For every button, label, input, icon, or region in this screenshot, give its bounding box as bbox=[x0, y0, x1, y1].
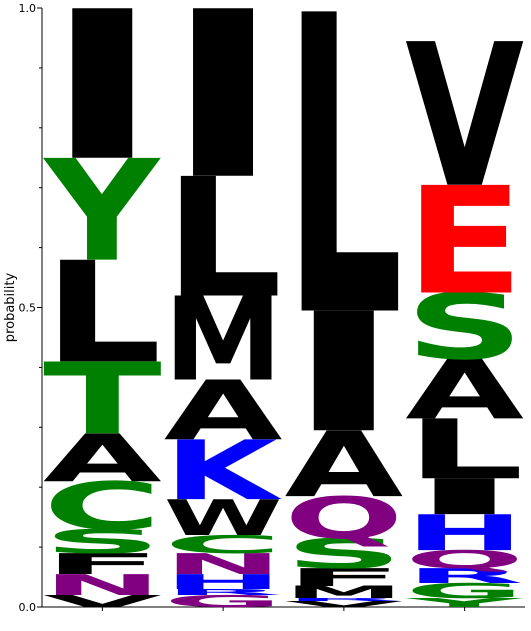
logo-letter-l: L bbox=[285, 0, 404, 408]
logo-letter-q: Q bbox=[405, 545, 524, 574]
logo-letter-w: W bbox=[164, 489, 283, 547]
logo-letter-e: E bbox=[405, 156, 524, 328]
logo-letter-c: C bbox=[43, 469, 162, 546]
logo-letter-r: R bbox=[285, 597, 404, 602]
logo-letter-a: A bbox=[405, 343, 524, 438]
logo-letter-h: H bbox=[405, 505, 524, 562]
logo-letter-n: N bbox=[164, 548, 283, 581]
y-tick-label: 0.5 bbox=[19, 302, 37, 315]
logo-letter-c: C bbox=[164, 531, 283, 560]
logo-letter-r: R bbox=[405, 564, 524, 588]
logo-letter-i: I bbox=[43, 0, 162, 207]
logo-letter-i: I bbox=[405, 468, 524, 525]
y-tick-label: 1.0 bbox=[19, 2, 37, 15]
logo-letter-q: Q bbox=[285, 485, 404, 552]
glyph-layer: VNFSCATLYIGRHNCWKAMLIVRMFSQAILYGRQHILASE… bbox=[42, 0, 524, 611]
logo-letter-y: Y bbox=[42, 131, 161, 294]
logo-letter-v: V bbox=[405, 2, 524, 232]
logo-letter-a: A bbox=[43, 420, 162, 497]
logo-letter-g: G bbox=[164, 592, 283, 611]
y-axis-label: probability bbox=[3, 273, 18, 343]
logo-letter-a: A bbox=[164, 364, 283, 459]
logo-letter-i: I bbox=[164, 0, 283, 230]
logo-letter-m: M bbox=[285, 583, 404, 602]
logo-letter-v: V bbox=[285, 599, 404, 609]
logo-letter-f: F bbox=[285, 563, 404, 592]
logo-letter-f: F bbox=[43, 548, 162, 581]
logo-letter-t: T bbox=[43, 343, 162, 457]
logo-letter-a: A bbox=[285, 412, 404, 517]
logo-letter-n: N bbox=[43, 569, 162, 602]
logo-letter-s: S bbox=[285, 530, 404, 577]
logo-letter-l: L bbox=[43, 232, 162, 395]
logo-letter-k: K bbox=[164, 424, 282, 519]
logo-letter-y: Y bbox=[404, 596, 524, 610]
logo-letter-v: V bbox=[43, 592, 162, 611]
logo-letter-m: M bbox=[164, 272, 283, 406]
logo-letter-l: L bbox=[405, 402, 524, 498]
logo-letter-s: S bbox=[405, 276, 524, 381]
axis-layer: 0.0 0.5 1.0 bbox=[19, 2, 525, 614]
logo-letter-i: I bbox=[285, 278, 404, 469]
logo-letter-s: S bbox=[43, 523, 162, 561]
logo-letter-g: G bbox=[405, 579, 524, 603]
logo-letter-r: R bbox=[164, 587, 283, 597]
y-tick-label: 0.0 bbox=[19, 601, 37, 614]
logo-letter-h: H bbox=[164, 570, 283, 594]
logo-letter-l: L bbox=[164, 144, 283, 335]
